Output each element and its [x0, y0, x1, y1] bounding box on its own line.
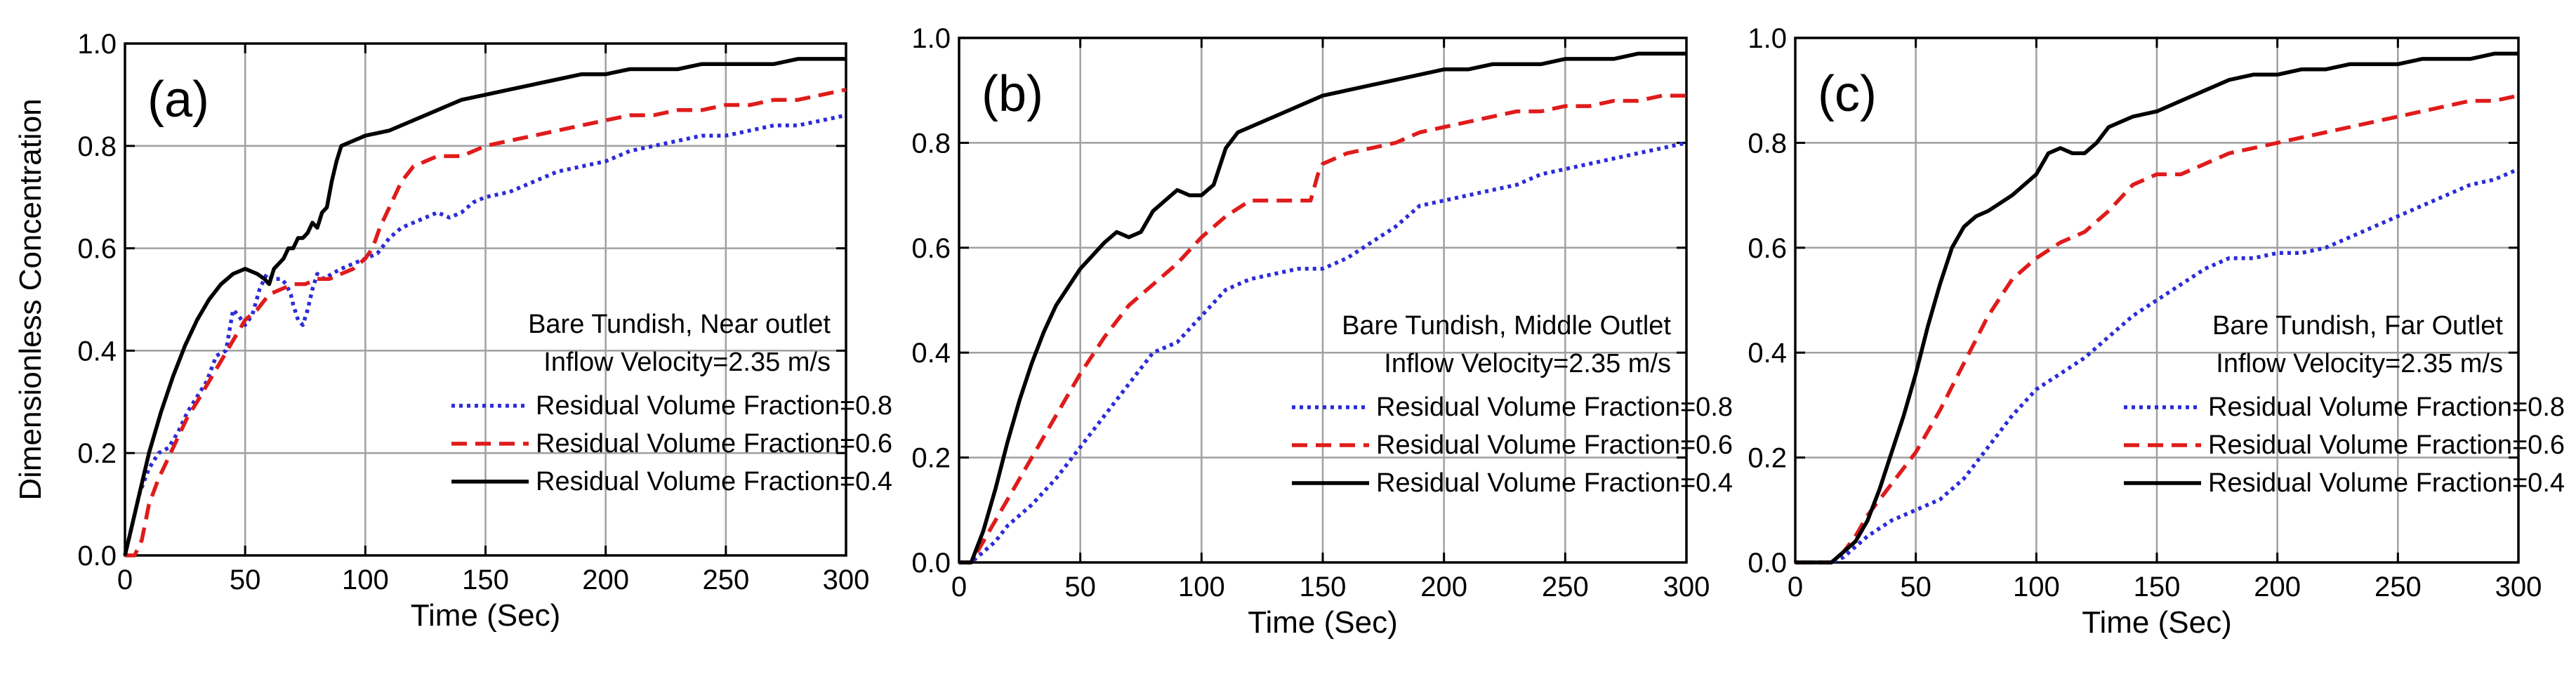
x-tick-label: 300	[823, 565, 870, 595]
legend-label: Residual Volume Fraction=0.4	[2208, 468, 2565, 498]
y-tick-label: 1.0	[1748, 23, 1787, 54]
x-tick-label: 250	[2374, 572, 2422, 602]
annotation-title: Bare Tundish, Near outlet	[528, 310, 831, 339]
series-line-0-6	[959, 93, 1686, 565]
x-tick-label: 50	[1064, 572, 1096, 602]
y-tick-label: 0.6	[911, 233, 951, 264]
y-tick-label: 0.8	[77, 131, 117, 162]
panel-label: (b)	[982, 66, 1043, 122]
y-tick-label: 0.4	[911, 338, 951, 369]
panel-label: (c)	[1818, 66, 1877, 122]
series-line-0-6	[125, 87, 847, 558]
annotation-velocity: Inflow Velocity=2.35 m/s	[543, 348, 831, 377]
chart-panel-a: 0 50 100 150 200 250 300 0.0 0.2 0.4 0.6 0.8 1.0 Time…	[13, 29, 892, 633]
annotation-velocity: Inflow Velocity=2.35 m/s	[2216, 349, 2503, 378]
y-tick-label: 0.2	[1748, 443, 1787, 474]
x-tick-label: 250	[702, 565, 749, 595]
annotation-title: Bare Tundish, Middle Outlet	[1342, 311, 1671, 341]
legend-label: Residual Volume Fraction=0.6	[2208, 430, 2565, 460]
chart-panel-c: 0 50 100 150 200 250 300 0.0 0.2 0.4 0.6 0.8 1.0 Time…	[1748, 23, 2565, 640]
series-line-0-4	[123, 57, 846, 556]
x-tick-label: 150	[1300, 572, 1347, 602]
legend-label: Residual Volume Fraction=0.8	[1376, 393, 1733, 422]
series-line-0-4	[1795, 51, 2518, 565]
x-axis-label: Time (Sec)	[411, 598, 561, 633]
y-tick-label: 0.0	[77, 541, 117, 572]
legend-label: Residual Volume Fraction=0.8	[2208, 393, 2565, 422]
x-tick-label: 200	[1420, 572, 1467, 602]
series-line-0-6	[1795, 93, 2519, 565]
x-tick-label: 200	[582, 565, 629, 595]
series-line-0-8	[123, 113, 847, 556]
x-tick-label: 50	[1900, 572, 1931, 602]
y-tick-label: 0.8	[1748, 128, 1787, 159]
x-tick-label: 0	[951, 572, 967, 602]
x-tick-label: 250	[1542, 572, 1589, 602]
legend-label: Residual Volume Fraction=0.6	[536, 429, 892, 459]
y-tick-label: 0.4	[77, 336, 117, 367]
y-tick-label: 1.0	[77, 29, 117, 60]
legend-label: Residual Volume Fraction=0.8	[536, 391, 892, 421]
legend-label: Residual Volume Fraction=0.4	[536, 467, 892, 496]
chart-panel-b: 0 50 100 150 200 250 300 0.0 0.2 0.4 0.6 0.8 1.0 Time…	[911, 23, 1733, 640]
x-tick-label: 300	[1663, 572, 1710, 602]
y-tick-label: 0.8	[911, 128, 951, 159]
y-tick-label: 0.6	[77, 234, 117, 265]
x-tick-label: 50	[230, 565, 261, 595]
x-tick-label: 150	[2134, 572, 2181, 602]
x-tick-label: 300	[2495, 572, 2542, 602]
annotation-velocity: Inflow Velocity=2.35 m/s	[1384, 349, 1671, 378]
x-tick-label: 200	[2254, 572, 2301, 602]
annotation-title: Bare Tundish, Far Outlet	[2212, 311, 2503, 341]
y-tick-label: 0.2	[77, 438, 117, 469]
y-axis-label: Dimensionless Concentration	[13, 98, 48, 500]
x-tick-label: 150	[462, 565, 509, 595]
y-tick-label: 0.0	[1748, 548, 1787, 579]
series-line-0-8	[959, 140, 1687, 565]
x-tick-label: 100	[342, 565, 389, 595]
y-tick-label: 1.0	[911, 23, 951, 54]
y-tick-label: 0.4	[1748, 338, 1787, 369]
panel-label: (a)	[147, 72, 209, 128]
legend-label: Residual Volume Fraction=0.4	[1376, 468, 1733, 498]
y-tick-label: 0.0	[911, 548, 951, 579]
x-tick-label: 100	[1178, 572, 1225, 602]
series-line-0-4	[959, 51, 1686, 565]
x-axis-label: Time (Sec)	[1248, 605, 1398, 640]
y-tick-label: 0.6	[1748, 233, 1787, 264]
x-tick-label: 0	[1788, 572, 1803, 602]
y-tick-label: 0.2	[911, 443, 951, 474]
legend-label: Residual Volume Fraction=0.6	[1376, 430, 1733, 460]
x-axis-label: Time (Sec)	[2082, 605, 2232, 640]
x-tick-label: 0	[117, 565, 133, 595]
x-tick-label: 100	[2013, 572, 2060, 602]
